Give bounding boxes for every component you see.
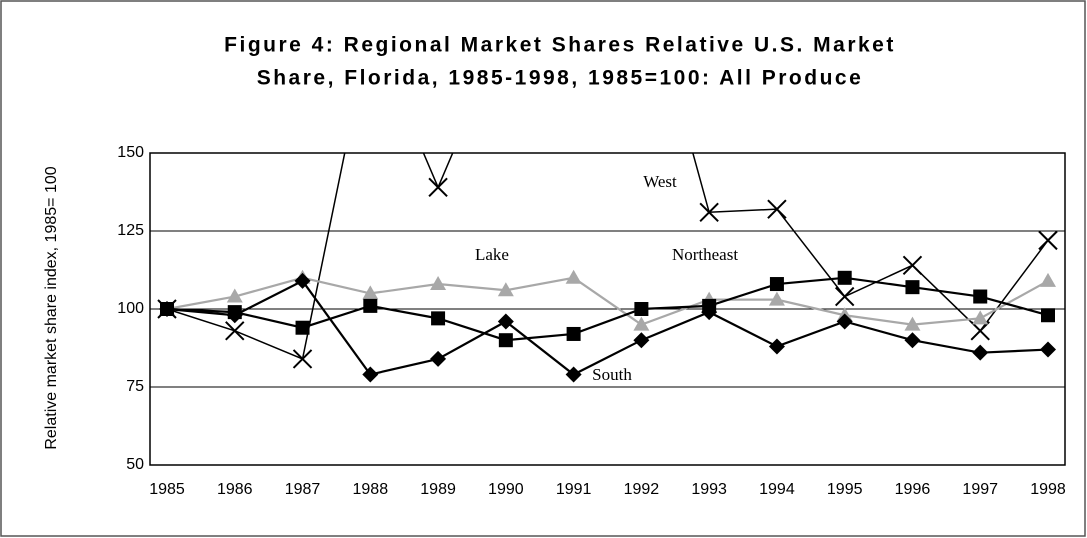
x-tick-label: 1992 — [624, 481, 660, 498]
x-tick-label: 1995 — [827, 481, 863, 498]
marker — [904, 332, 921, 349]
marker — [902, 255, 923, 276]
x-tick-label: 1997 — [962, 481, 998, 498]
y-tick-label: 75 — [126, 378, 144, 395]
marker — [972, 344, 989, 361]
marker — [1041, 308, 1055, 323]
marker — [1040, 341, 1056, 358]
series-annotation: South — [592, 365, 632, 384]
marker — [970, 321, 990, 341]
marker — [362, 366, 379, 383]
x-tick-label: 1986 — [217, 481, 253, 498]
series-line — [166, 276, 1049, 326]
marker — [430, 350, 447, 367]
marker — [497, 313, 514, 330]
chart-title: Share, Florida, 1985-1998, 1985=100: All… — [257, 67, 864, 90]
x-tick-label: 1987 — [285, 481, 321, 498]
marker — [973, 289, 988, 304]
marker — [294, 272, 311, 289]
marker — [904, 316, 921, 331]
marker — [837, 270, 852, 285]
y-axis-label: Relative market share index, 1985= 100 — [43, 166, 60, 449]
marker — [225, 321, 245, 341]
series-annotation: Lake — [475, 245, 509, 264]
marker — [565, 269, 582, 284]
marker — [834, 286, 855, 307]
x-tick-label: 1996 — [895, 481, 931, 498]
marker — [701, 304, 718, 321]
marker — [430, 276, 447, 291]
marker — [633, 332, 650, 349]
series-line — [166, 279, 1049, 376]
y-tick-label: 50 — [126, 456, 144, 473]
marker — [428, 177, 448, 198]
marker — [634, 302, 649, 316]
marker — [363, 298, 378, 313]
x-tick-label: 1988 — [353, 481, 389, 498]
series-line — [166, 153, 1049, 360]
marker — [498, 333, 513, 348]
marker — [566, 326, 581, 341]
marker — [768, 291, 785, 306]
x-tick-label: 1990 — [488, 481, 524, 498]
x-tick-label: 1991 — [556, 481, 592, 498]
x-tick-label: 1993 — [691, 481, 727, 498]
y-tick-label: 100 — [117, 300, 144, 317]
series-line — [166, 276, 1049, 342]
marker — [159, 301, 175, 317]
marker — [1038, 230, 1058, 251]
x-tick-label: 1998 — [1030, 481, 1066, 498]
marker — [699, 202, 719, 222]
marker — [1040, 272, 1056, 287]
marker — [769, 277, 784, 292]
plot-area — [157, 153, 1058, 383]
marker — [295, 320, 310, 335]
marker — [431, 311, 446, 326]
marker — [362, 285, 379, 300]
marker — [905, 280, 920, 295]
marker — [292, 349, 313, 369]
marker — [836, 313, 853, 330]
marker — [226, 307, 243, 324]
marker — [972, 310, 989, 325]
y-tick-label: 125 — [117, 222, 144, 239]
y-tick-label: 150 — [117, 144, 144, 161]
series-annotation: West — [643, 172, 677, 191]
x-tick-label: 1985 — [149, 481, 185, 498]
marker — [565, 366, 582, 383]
chart-title: Figure 4: Regional Market Shares Relativ… — [224, 34, 896, 57]
marker — [226, 288, 243, 303]
series-annotation: Northeast — [672, 245, 738, 264]
marker — [767, 199, 787, 219]
x-tick-label: 1994 — [759, 481, 795, 498]
marker — [768, 338, 785, 355]
marker — [497, 282, 514, 297]
plot-border — [149, 152, 1066, 466]
marker — [633, 316, 650, 331]
x-tick-label: 1989 — [420, 481, 456, 498]
